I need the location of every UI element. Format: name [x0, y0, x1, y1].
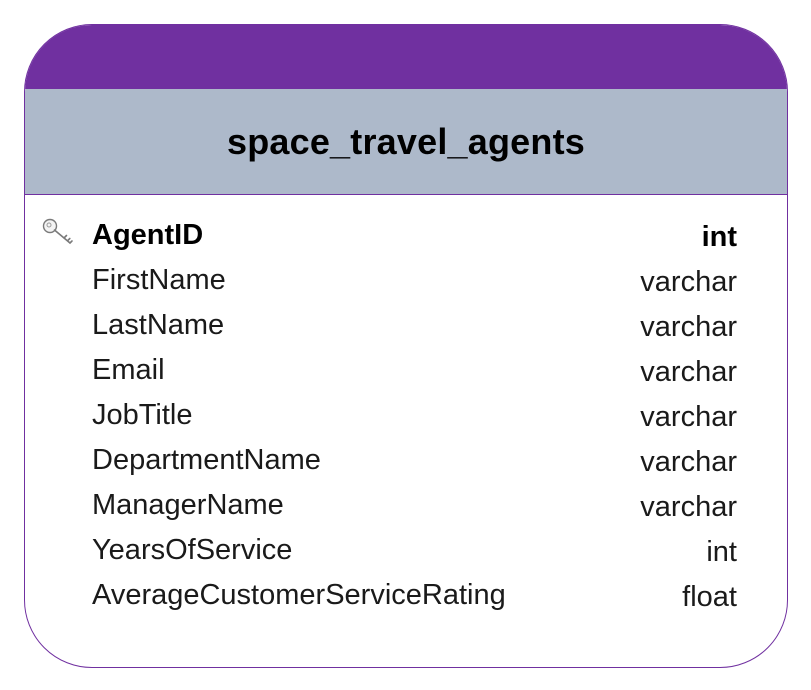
column-name: AgentID: [92, 219, 204, 251]
column-name: DepartmentName: [92, 444, 321, 476]
column-type: varchar: [640, 356, 737, 388]
column-name: LastName: [92, 309, 225, 341]
column-type: varchar: [640, 491, 737, 523]
column-type: int: [706, 536, 737, 568]
column-type: float: [682, 581, 737, 613]
column-type: varchar: [640, 401, 737, 433]
column-name: ManagerName: [92, 489, 284, 521]
key-icon: [41, 217, 75, 247]
column-row-agentid: AgentID int: [25, 217, 787, 262]
column-type: varchar: [640, 266, 737, 298]
column-name: FirstName: [92, 264, 226, 296]
column-type: int: [701, 221, 737, 253]
column-row-lastname: LastName varchar: [25, 307, 787, 352]
entity-table: space_travel_agents AgentID int FirstNam…: [24, 24, 788, 668]
column-row-averagecustomerservicerating: AverageCustomerServiceRating float: [25, 577, 787, 622]
column-row-departmentname: DepartmentName varchar: [25, 442, 787, 487]
column-row-firstname: FirstName varchar: [25, 262, 787, 307]
column-name: YearsOfService: [92, 534, 293, 566]
entity-header-bar: [25, 25, 787, 89]
column-list: AgentID int FirstName varchar LastName v…: [25, 217, 787, 622]
column-row-jobtitle: JobTitle varchar: [25, 397, 787, 442]
column-row-email: Email varchar: [25, 352, 787, 397]
entity-title-band: space_travel_agents: [25, 89, 787, 195]
entity-title: space_travel_agents: [226, 120, 586, 162]
column-row-yearsofservice: YearsOfService int: [25, 532, 787, 577]
column-type: varchar: [640, 446, 737, 478]
column-row-managername: ManagerName varchar: [25, 487, 787, 532]
column-type: varchar: [640, 311, 737, 343]
column-name: AverageCustomerServiceRating: [92, 579, 506, 611]
column-name: JobTitle: [92, 399, 193, 431]
column-name: Email: [92, 354, 165, 386]
